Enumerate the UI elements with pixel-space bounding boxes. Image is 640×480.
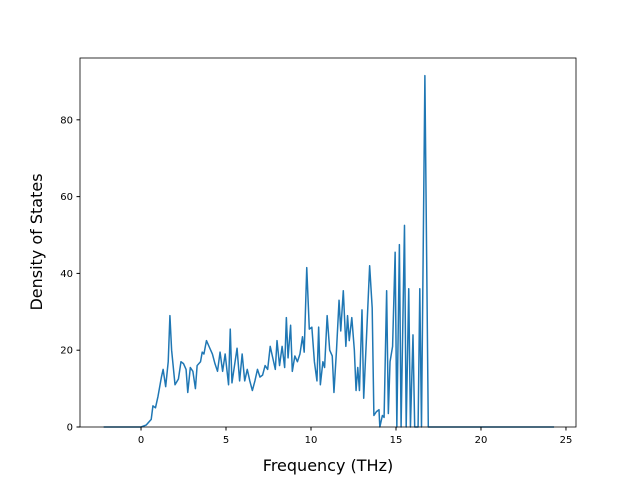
plot-frame <box>79 57 577 428</box>
y-tick-label: 40 <box>60 269 73 280</box>
x-tick-label: 0 <box>138 435 144 446</box>
y-tick-label: 0 <box>67 423 73 434</box>
x-axis-label: Frequency (THz) <box>263 456 393 475</box>
y-tick-label: 20 <box>60 346 73 357</box>
x-tick-label: 10 <box>305 435 318 446</box>
y-tick-label: 60 <box>60 192 73 203</box>
data-line <box>103 74 555 428</box>
x-tick-label: 15 <box>390 435 403 446</box>
x-tick-label: 5 <box>223 435 229 446</box>
x-tick-label: 25 <box>560 435 573 446</box>
y-axis-label: Density of States <box>27 173 46 310</box>
x-tick-label: 20 <box>475 435 488 446</box>
y-tick-label: 80 <box>60 115 73 126</box>
